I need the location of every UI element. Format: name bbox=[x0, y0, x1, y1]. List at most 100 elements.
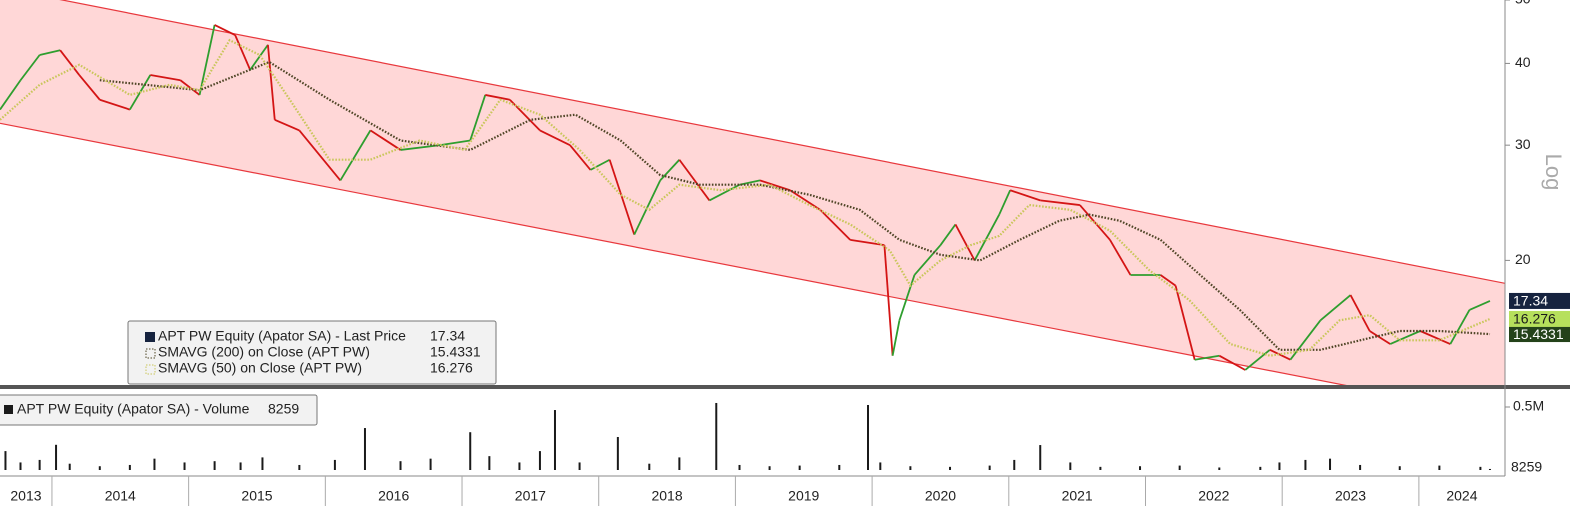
price-segment bbox=[973, 214, 1001, 261]
volume-bar bbox=[55, 444, 58, 470]
volume-bar bbox=[578, 462, 581, 470]
price-segment bbox=[249, 44, 269, 71]
x-tick-label: 2023 bbox=[1335, 488, 1366, 504]
legend-value: 16.276 bbox=[430, 360, 473, 376]
volume-bar bbox=[19, 462, 22, 470]
x-tick-label: 2021 bbox=[1062, 488, 1093, 504]
y-tick-label: 0.5M bbox=[1513, 398, 1544, 414]
price-segment bbox=[891, 320, 901, 356]
price-segment bbox=[590, 158, 611, 171]
volume-bar bbox=[399, 461, 402, 470]
price-segment bbox=[1469, 300, 1491, 311]
price-segment bbox=[608, 159, 636, 235]
x-tick-label: 2022 bbox=[1198, 488, 1229, 504]
y-tick-label: 20 bbox=[1515, 251, 1531, 267]
price-segment bbox=[214, 24, 236, 36]
price-segment bbox=[39, 49, 61, 56]
volume-bar bbox=[1359, 464, 1362, 470]
y-tick-label: 30 bbox=[1515, 136, 1531, 152]
price-segment bbox=[469, 94, 487, 141]
volume-bar bbox=[1329, 458, 1332, 470]
channel-line bbox=[59, 0, 1505, 284]
volume-bar bbox=[1013, 459, 1016, 470]
legend-label: APT PW Equity (Apator SA) - Last Price bbox=[158, 328, 406, 344]
legend-marker bbox=[145, 348, 156, 359]
price-segment bbox=[150, 74, 181, 82]
x-tick-label: 2016 bbox=[378, 488, 409, 504]
value-badge bbox=[1509, 326, 1570, 343]
price-segment bbox=[819, 209, 851, 241]
price-segment bbox=[1369, 330, 1391, 345]
value-badge bbox=[1509, 310, 1570, 327]
price-segment bbox=[1009, 189, 1041, 202]
price-segment bbox=[234, 34, 251, 71]
volume-bar bbox=[469, 432, 472, 470]
volume-bar bbox=[867, 404, 870, 470]
volume-bar bbox=[1218, 467, 1221, 470]
volume-bar bbox=[68, 463, 71, 470]
volume-bar bbox=[1069, 462, 1072, 470]
price-segment bbox=[1269, 349, 1291, 361]
panel-separator bbox=[0, 385, 1570, 389]
y-tick-label: 40 bbox=[1515, 54, 1531, 70]
volume-bar bbox=[153, 458, 156, 470]
volume-bar bbox=[429, 458, 432, 470]
price-segment bbox=[59, 49, 80, 76]
price-segment bbox=[998, 189, 1011, 215]
price-segment bbox=[739, 179, 761, 186]
channel-area bbox=[0, 0, 1505, 385]
price-segment bbox=[1040, 199, 1080, 206]
legend: APT PW Equity (Apator SA) - Last Price 17… bbox=[127, 320, 497, 385]
x-tick-label: 2019 bbox=[788, 488, 819, 504]
price-segment bbox=[1194, 354, 1220, 361]
value-badge-label: 15.4331 bbox=[1513, 326, 1564, 342]
price-plot bbox=[0, 0, 1505, 385]
volume-bar bbox=[239, 462, 242, 470]
volume-bar bbox=[128, 464, 131, 470]
volume-bar bbox=[909, 466, 912, 470]
channel-line bbox=[0, 122, 1347, 385]
legend-box bbox=[0, 394, 318, 426]
price-segment bbox=[1218, 354, 1246, 371]
volume-bar bbox=[798, 465, 801, 470]
volume-bar bbox=[648, 463, 651, 470]
volume-legend: APT PW Equity (Apator SA) - Volume 8259 bbox=[0, 394, 318, 426]
price-segment bbox=[1160, 274, 1177, 287]
price-segment bbox=[659, 159, 681, 182]
x-tick-label: 2013 bbox=[10, 488, 41, 504]
price-segment bbox=[1289, 319, 1322, 361]
price-segment bbox=[485, 94, 511, 101]
price-segment bbox=[267, 44, 276, 120]
price-segment bbox=[78, 74, 101, 101]
price-segment bbox=[883, 245, 894, 356]
price-segment bbox=[1109, 239, 1132, 276]
volume-bar bbox=[738, 464, 741, 470]
legend-label: SMAVG (200) on Close (APT PW) bbox=[158, 344, 370, 360]
volume-bar bbox=[1039, 445, 1042, 470]
volume-bar bbox=[518, 462, 521, 470]
legend-marker bbox=[4, 405, 13, 414]
price-segment bbox=[850, 238, 885, 247]
price-segment bbox=[19, 54, 41, 81]
price-segment bbox=[1174, 285, 1196, 360]
price-segment bbox=[1349, 294, 1371, 332]
volume-bar bbox=[1178, 465, 1181, 470]
volume-bar bbox=[363, 428, 366, 470]
price-segment bbox=[1419, 330, 1451, 345]
volume-bar bbox=[838, 464, 841, 470]
legend-box bbox=[127, 320, 497, 385]
price-segment bbox=[789, 189, 821, 211]
legend-value: 8259 bbox=[268, 401, 299, 417]
volume-bar bbox=[768, 466, 771, 470]
x-tick-label: 2020 bbox=[925, 488, 956, 504]
price-segment bbox=[99, 98, 131, 111]
legend-marker bbox=[145, 332, 155, 342]
volume-bar bbox=[553, 410, 556, 470]
legend-value: 15.4331 bbox=[430, 344, 481, 360]
sma-line bbox=[0, 38, 1491, 357]
value-badge bbox=[1509, 292, 1570, 309]
price-segment bbox=[369, 129, 402, 151]
volume-bar bbox=[678, 457, 681, 470]
x-tick-label: 2018 bbox=[651, 488, 682, 504]
price-segment bbox=[939, 223, 957, 246]
